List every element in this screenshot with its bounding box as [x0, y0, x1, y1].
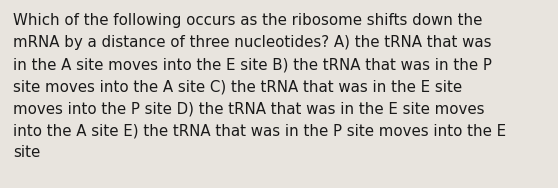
Text: Which of the following occurs as the ribosome shifts down the: Which of the following occurs as the rib… [13, 13, 482, 28]
Text: site moves into the A site C) the tRNA that was in the E site: site moves into the A site C) the tRNA t… [13, 79, 462, 94]
Text: in the A site moves into the E site B) the tRNA that was in the P: in the A site moves into the E site B) t… [13, 57, 492, 72]
Text: into the A site E) the tRNA that was in the P site moves into the E: into the A site E) the tRNA that was in … [13, 123, 506, 138]
Text: moves into the P site D) the tRNA that was in the E site moves: moves into the P site D) the tRNA that w… [13, 101, 484, 116]
Text: mRNA by a distance of three nucleotides? A) the tRNA that was: mRNA by a distance of three nucleotides?… [13, 35, 492, 50]
Text: site: site [13, 145, 40, 160]
